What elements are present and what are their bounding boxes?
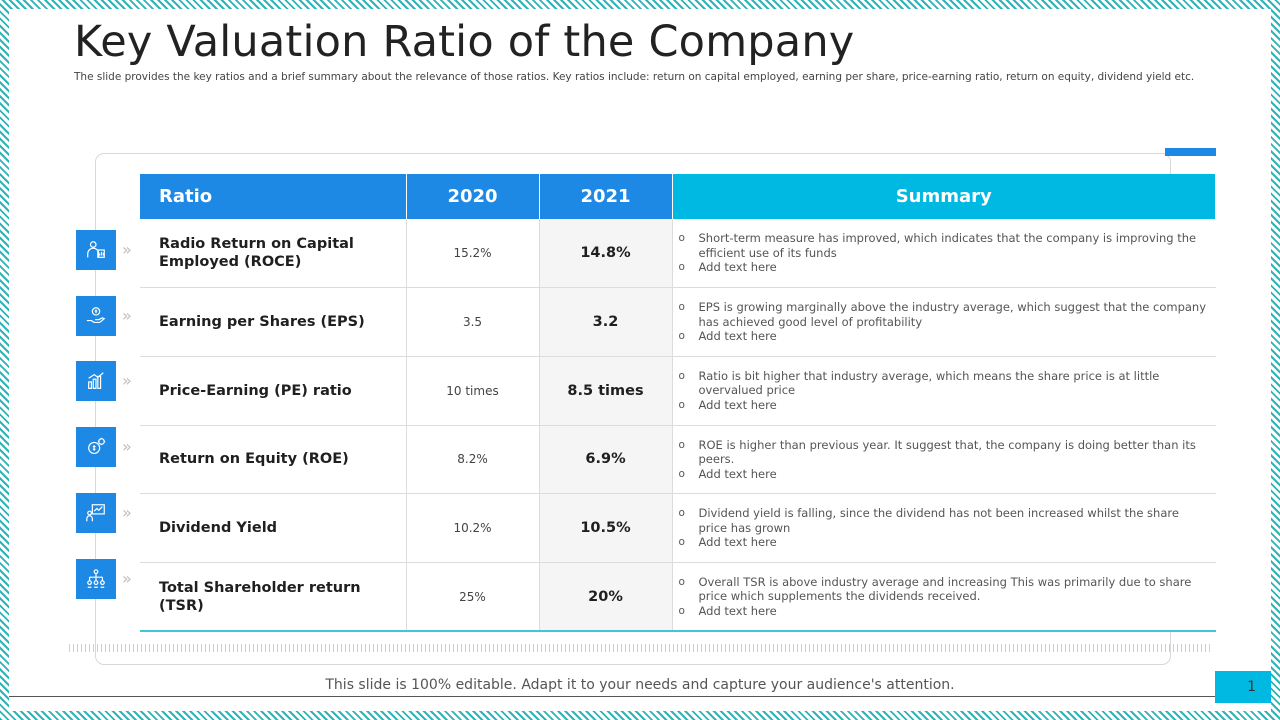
summary-bullet: Add text here: [679, 398, 1210, 413]
summary-cell: Dividend yield is falling, since the div…: [672, 493, 1216, 563]
presentation-board-icon: [76, 493, 116, 533]
header-ratio: Ratio: [140, 174, 407, 219]
summary-bullet: Dividend yield is falling, since the div…: [679, 506, 1210, 535]
summary-cell: Ratio is bit higher that industry averag…: [672, 356, 1216, 426]
person-chart-icon: [76, 230, 116, 270]
summary-cell: Overall TSR is above industry average an…: [672, 562, 1216, 633]
header-2020: 2020: [406, 174, 540, 219]
ratio-name: Price-Earning (PE) ratio: [140, 356, 407, 426]
value-2020: 10.2%: [406, 493, 540, 563]
table-row: Earning per Shares (EPS) 3.5 3.2 EPS is …: [140, 287, 1216, 357]
value-2021: 14.8%: [539, 219, 673, 289]
hand-coin-icon: [76, 296, 116, 336]
summary-bullet: EPS is growing marginally above the indu…: [679, 300, 1210, 329]
slide-subtitle: The slide provides the key ratios and a …: [74, 71, 1195, 83]
table-header-row: Ratio 2020 2021 Summary: [140, 174, 1216, 219]
chevron-right-icon: »: [122, 437, 132, 456]
header-2021: 2021: [539, 174, 673, 219]
ratio-name: Earning per Shares (EPS): [140, 287, 407, 357]
value-2020: 3.5: [406, 287, 540, 357]
dollar-gear-icon: [76, 427, 116, 467]
value-2021: 20%: [539, 562, 673, 633]
accent-tab: [1165, 148, 1216, 156]
summary-cell: ROE is higher than previous year. It sug…: [672, 425, 1216, 495]
slide-title: Key Valuation Ratio of the Company: [74, 17, 855, 67]
page-number: 1: [1215, 671, 1271, 703]
value-2021: 3.2: [539, 287, 673, 357]
summary-bullet: ROE is higher than previous year. It sug…: [679, 438, 1210, 467]
summary-bullet: Add text here: [679, 260, 1210, 275]
table-row: Total Shareholder return (TSR) 25% 20% O…: [140, 562, 1216, 633]
summary-bullet: Short-term measure has improved, which i…: [679, 231, 1210, 260]
chevron-right-icon: »: [122, 503, 132, 522]
ratios-table: Ratio 2020 2021 Summary Radio Return on …: [140, 174, 1216, 633]
summary-bullet: Add text here: [679, 467, 1210, 482]
growth-bars-icon: [76, 361, 116, 401]
slide: Key Valuation Ratio of the Company The s…: [9, 9, 1271, 711]
ratio-name: Radio Return on Capital Employed (ROCE): [140, 219, 407, 289]
summary-cell: Short-term measure has improved, which i…: [672, 219, 1216, 289]
ratio-name: Return on Equity (ROE): [140, 425, 407, 495]
summary-bullet: Ratio is bit higher that industry averag…: [679, 369, 1210, 398]
decorative-hatch-line: [69, 644, 1211, 652]
value-2021: 10.5%: [539, 493, 673, 563]
ratio-name: Dividend Yield: [140, 493, 407, 563]
summary-bullet: Add text here: [679, 329, 1210, 344]
header-summary: Summary: [672, 174, 1216, 219]
table-row: Radio Return on Capital Employed (ROCE) …: [140, 219, 1216, 289]
footer-divider: [9, 696, 1217, 697]
footer-text: This slide is 100% editable. Adapt it to…: [325, 677, 955, 693]
chevron-right-icon: »: [122, 569, 132, 588]
table-row: Price-Earning (PE) ratio 10 times 8.5 ti…: [140, 356, 1216, 426]
table-row: Dividend Yield 10.2% 10.5% Dividend yiel…: [140, 493, 1216, 563]
value-2020: 10 times: [406, 356, 540, 426]
summary-bullet: Overall TSR is above industry average an…: [679, 575, 1210, 604]
summary-cell: EPS is growing marginally above the indu…: [672, 287, 1216, 357]
chevron-right-icon: »: [122, 371, 132, 390]
value-2021: 8.5 times: [539, 356, 673, 426]
org-chart-icon: [76, 559, 116, 599]
chevron-right-icon: »: [122, 240, 132, 259]
value-2020: 8.2%: [406, 425, 540, 495]
chevron-right-icon: »: [122, 306, 132, 325]
table-row: Return on Equity (ROE) 8.2% 6.9% ROE is …: [140, 425, 1216, 495]
summary-bullet: Add text here: [679, 604, 1210, 619]
value-2020: 25%: [406, 562, 540, 633]
value-2021: 6.9%: [539, 425, 673, 495]
value-2020: 15.2%: [406, 219, 540, 289]
summary-bullet: Add text here: [679, 535, 1210, 550]
ratio-name: Total Shareholder return (TSR): [140, 562, 407, 633]
